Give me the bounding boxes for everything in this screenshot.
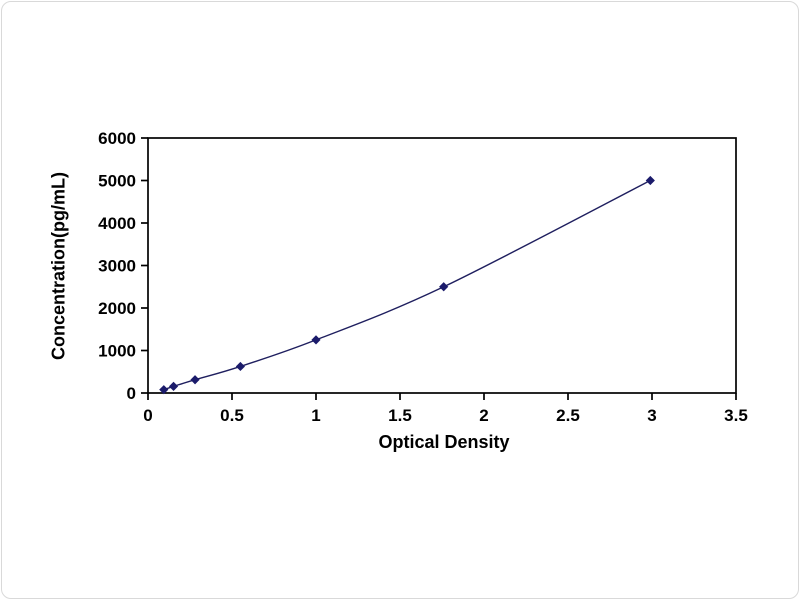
x-axis-label: Optical Density xyxy=(378,432,510,452)
y-tick-label: 5000 xyxy=(98,172,136,191)
x-tick-label: 3.5 xyxy=(724,406,748,425)
y-tick-label: 3000 xyxy=(98,257,136,276)
x-tick-label: 1 xyxy=(311,406,320,425)
data-point-marker xyxy=(439,282,449,292)
x-tick-label: 2 xyxy=(479,406,488,425)
data-point-marker xyxy=(645,175,655,186)
y-tick-label: 1000 xyxy=(98,342,136,361)
data-point-marker xyxy=(168,381,179,391)
y-tick-label: 6000 xyxy=(98,129,136,148)
data-point-marker xyxy=(311,335,321,345)
y-tick-label: 0 xyxy=(127,384,136,403)
x-tick-label: 0 xyxy=(143,406,152,425)
y-tick-label: 4000 xyxy=(98,214,136,233)
x-tick-label: 1.5 xyxy=(388,406,412,425)
data-point-marker xyxy=(159,385,169,395)
x-tick-label: 3 xyxy=(647,406,656,425)
plot-frame xyxy=(147,137,737,394)
y-tick-label: 2000 xyxy=(98,299,136,318)
x-tick-label: 2.5 xyxy=(556,406,580,425)
data-point-marker xyxy=(235,361,245,372)
x-tick-label: 0.5 xyxy=(220,406,244,425)
data-point-marker xyxy=(190,375,200,385)
y-axis-label: Concentration(pg/mL) xyxy=(48,172,69,360)
